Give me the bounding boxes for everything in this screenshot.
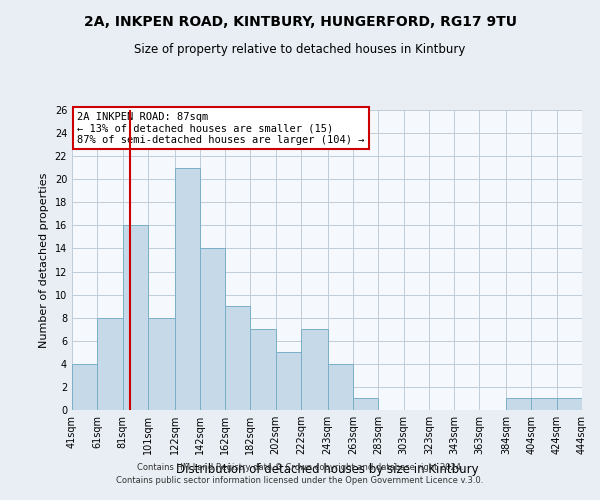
Bar	[328, 364, 353, 410]
X-axis label: Distribution of detached houses by size in Kintbury: Distribution of detached houses by size …	[176, 462, 478, 475]
Bar	[72, 364, 97, 410]
Bar	[557, 398, 582, 410]
Y-axis label: Number of detached properties: Number of detached properties	[39, 172, 49, 348]
Bar	[532, 398, 557, 410]
Bar	[276, 352, 301, 410]
Bar	[200, 248, 225, 410]
Bar	[506, 398, 532, 410]
Bar	[250, 329, 276, 410]
Bar	[122, 226, 148, 410]
Text: 2A, INKPEN ROAD, KINTBURY, HUNGERFORD, RG17 9TU: 2A, INKPEN ROAD, KINTBURY, HUNGERFORD, R…	[83, 15, 517, 29]
Text: Size of property relative to detached houses in Kintbury: Size of property relative to detached ho…	[134, 42, 466, 56]
Text: Contains HM Land Registry data © Crown copyright and database right 2024.
Contai: Contains HM Land Registry data © Crown c…	[116, 464, 484, 485]
Bar	[225, 306, 250, 410]
Bar	[175, 168, 200, 410]
Text: 2A INKPEN ROAD: 87sqm
← 13% of detached houses are smaller (15)
87% of semi-deta: 2A INKPEN ROAD: 87sqm ← 13% of detached …	[77, 112, 365, 144]
Bar	[148, 318, 175, 410]
Bar	[301, 329, 328, 410]
Bar	[97, 318, 122, 410]
Bar	[353, 398, 378, 410]
